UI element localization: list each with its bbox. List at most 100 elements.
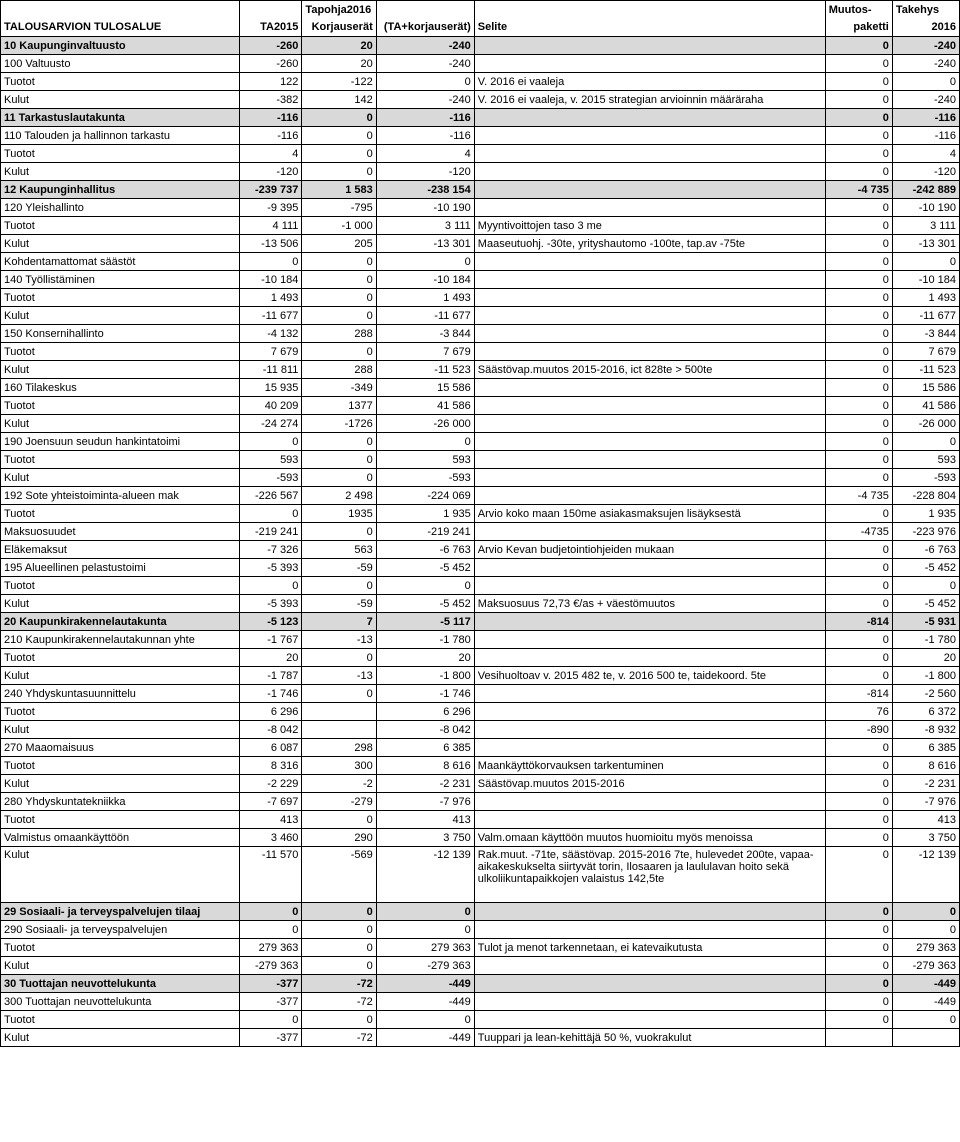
cell: -72 <box>302 975 376 993</box>
cell: -2 560 <box>892 685 959 703</box>
cell: 0 <box>825 793 892 811</box>
cell: 0 <box>825 217 892 235</box>
table-row: 11 Tarkastuslautakunta-1160-1160-116 <box>1 109 960 127</box>
cell: -240 <box>376 37 474 55</box>
cell: Kulut <box>1 469 240 487</box>
cell: 0 <box>825 199 892 217</box>
table-row: Kulut-1200-1200-120 <box>1 163 960 181</box>
cell: -13 301 <box>892 235 959 253</box>
cell: 0 <box>825 289 892 307</box>
cell: -11 677 <box>240 307 302 325</box>
cell: -223 976 <box>892 523 959 541</box>
cell <box>474 397 825 415</box>
table-row: Tuotot59305930593 <box>1 451 960 469</box>
cell: Valmistus omaankäyttöön <box>1 829 240 847</box>
cell: 0 <box>825 939 892 957</box>
cell: -1 780 <box>892 631 959 649</box>
cell: 0 <box>825 957 892 975</box>
cell: -240 <box>892 37 959 55</box>
cell: -13 <box>302 631 376 649</box>
cell: 6 296 <box>240 703 302 721</box>
cell <box>474 1 825 19</box>
cell: -795 <box>302 199 376 217</box>
cell: 0 <box>302 109 376 127</box>
cell: 0 <box>302 649 376 667</box>
cell: 0 <box>825 667 892 685</box>
cell: 0 <box>825 73 892 91</box>
table-row: Eläkemaksut-7 326563-6 763Arvio Kevan bu… <box>1 541 960 559</box>
cell: 0 <box>302 1011 376 1029</box>
cell: V. 2016 ei vaaleja <box>474 73 825 91</box>
cell: 593 <box>240 451 302 469</box>
cell: Maksuosuudet <box>1 523 240 541</box>
table-row: Kulut-11 811288-11 523Säästövap.muutos 2… <box>1 361 960 379</box>
cell: 6 385 <box>892 739 959 757</box>
table-row: 290 Sosiaali- ja terveyspalvelujen00000 <box>1 921 960 939</box>
cell: 2 498 <box>302 487 376 505</box>
cell: -11 523 <box>376 361 474 379</box>
table-row: Tuotot40 209137741 586041 586 <box>1 397 960 415</box>
cell: 0 <box>825 595 892 613</box>
cell: 1 493 <box>376 289 474 307</box>
cell: 0 <box>825 235 892 253</box>
cell: 298 <box>302 739 376 757</box>
cell <box>474 993 825 1011</box>
cell: 0 <box>376 73 474 91</box>
budget-table: Tapohja2016Muutos-TakehysTALOUSARVION TU… <box>0 0 960 1047</box>
cell: -12 139 <box>892 847 959 903</box>
table-row: Tuotot279 3630279 363Tulot ja menot tark… <box>1 939 960 957</box>
cell <box>474 253 825 271</box>
cell: 0 <box>240 903 302 921</box>
cell: 0 <box>825 811 892 829</box>
table-row: Maksuosuudet-219 2410-219 241-4735-223 9… <box>1 523 960 541</box>
cell: 6 385 <box>376 739 474 757</box>
cell <box>474 469 825 487</box>
cell: Kohdentamattomat säästöt <box>1 253 240 271</box>
cell: -10 184 <box>376 271 474 289</box>
cell: 15 935 <box>240 379 302 397</box>
cell: 0 <box>825 975 892 993</box>
cell <box>474 343 825 361</box>
table-row: 240 Yhdyskuntasuunnittelu-1 7460-1 746-8… <box>1 685 960 703</box>
cell <box>474 903 825 921</box>
cell: 76 <box>825 703 892 721</box>
cell: -7 976 <box>376 793 474 811</box>
cell: -1 787 <box>240 667 302 685</box>
cell: 0 <box>376 253 474 271</box>
cell: 0 <box>825 847 892 903</box>
table-row: Tuotot8 3163008 616Maankäyttökorvauksen … <box>1 757 960 775</box>
cell: 288 <box>302 361 376 379</box>
cell: 0 <box>892 921 959 939</box>
cell: -1 800 <box>376 667 474 685</box>
cell: 270 Maaomaisuus <box>1 739 240 757</box>
table-row: Kulut-8 042-8 042-890-8 932 <box>1 721 960 739</box>
cell: -13 <box>302 667 376 685</box>
cell <box>474 55 825 73</box>
table-row: 210 Kaupunkirakennelautakunnan yhte-1 76… <box>1 631 960 649</box>
cell: -242 889 <box>892 181 959 199</box>
cell: Kulut <box>1 1029 240 1047</box>
cell: 4 111 <box>240 217 302 235</box>
cell: 0 <box>302 469 376 487</box>
cell: 0 <box>825 921 892 939</box>
cell: Kulut <box>1 957 240 975</box>
cell: 0 <box>825 379 892 397</box>
cell: 20 <box>302 55 376 73</box>
cell: -6 763 <box>376 541 474 559</box>
cell: 3 460 <box>240 829 302 847</box>
cell: TALOUSARVION TULOSALUE <box>1 19 240 37</box>
cell: 0 <box>240 577 302 595</box>
cell: -2 <box>302 775 376 793</box>
cell: -4 132 <box>240 325 302 343</box>
cell: Takehys <box>892 1 959 19</box>
cell: -279 363 <box>240 957 302 975</box>
cell: 190 Joensuun seudun hankintatoimi <box>1 433 240 451</box>
cell <box>474 921 825 939</box>
cell: 0 <box>376 577 474 595</box>
cell: -2 229 <box>240 775 302 793</box>
cell: -6 763 <box>892 541 959 559</box>
cell: 3 750 <box>892 829 959 847</box>
cell: 0 <box>825 775 892 793</box>
table-row: Kulut-2 229-2-2 231Säästövap.muutos 2015… <box>1 775 960 793</box>
table-row: 29 Sosiaali- ja terveyspalvelujen tilaaj… <box>1 903 960 921</box>
